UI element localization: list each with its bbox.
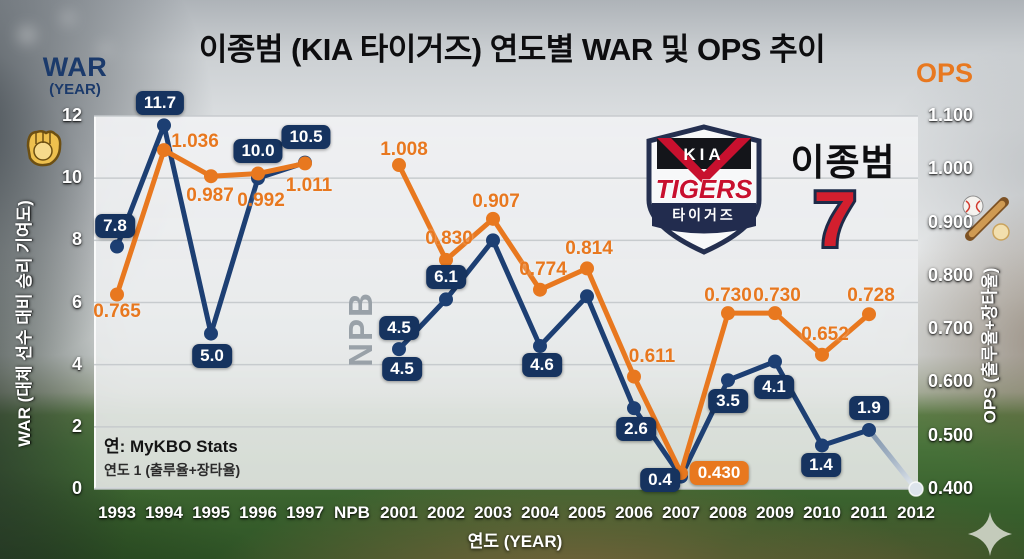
x-tick-2006: 2006 — [615, 503, 653, 522]
x-axis-title: 연도 (YEAR) — [467, 532, 563, 551]
y-tick-war-12: 12 — [61, 105, 82, 125]
y-tick-war-4: 4 — [71, 353, 82, 374]
stadium-light — [58, 8, 78, 28]
y-tick-ops-0.500: 0.500 — [928, 424, 974, 445]
source-line-1: 연: MyKBO Stats — [104, 437, 238, 456]
x-tick-2004: 2004 — [521, 503, 559, 522]
logo-tigers-text: TIGERS — [656, 174, 753, 204]
x-tick-2010: 2010 — [803, 503, 841, 522]
x-tick-1993: 1993 — [98, 503, 136, 522]
x-tick-1997: 1997 — [286, 503, 324, 522]
x-tick-NPB: NPB — [334, 503, 370, 522]
source-line-2: 연도 1 (출루율+장타율) — [104, 462, 241, 478]
y-tick-ops-1.100: 1.100 — [928, 105, 974, 125]
x-tick-1995: 1995 — [192, 503, 230, 522]
page-title: 이종범 (KIA 타이거즈) 연도별 WAR 및 OPS 추이 — [198, 32, 826, 67]
war-axis-header: WAR (YEAR) — [38, 52, 112, 98]
svg-text:7: 7 — [813, 176, 856, 262]
ops-axis-header: OPS — [916, 58, 974, 88]
war-axis-subtitle: (YEAR) — [49, 81, 101, 98]
npb-watermark: NPB — [342, 291, 379, 367]
x-tick-2002: 2002 — [427, 503, 465, 522]
y-tick-war-2: 2 — [71, 415, 82, 436]
x-tick-1994: 1994 — [145, 503, 183, 522]
y-tick-ops-0.800: 0.800 — [928, 264, 974, 285]
y-tick-war-6: 6 — [71, 291, 82, 312]
x-tick-2003: 2003 — [474, 503, 512, 522]
logo-kia-text: KIA — [683, 145, 724, 164]
y-tick-ops-1.000: 1.000 — [928, 158, 974, 179]
player-name: 이종범 — [790, 142, 896, 183]
y-tick-ops-0.400: 0.400 — [928, 478, 974, 498]
x-tick-2011: 2011 — [850, 503, 888, 522]
x-tick-2001: 2001 — [380, 503, 418, 522]
player-number: 7 — [810, 176, 859, 262]
y-tick-war-8: 8 — [71, 229, 82, 250]
war-label-1994: 11.7 — [135, 91, 185, 116]
y-tick-war-10: 10 — [61, 167, 82, 188]
x-tick-2007: 2007 — [662, 503, 700, 522]
sparkle-icon — [968, 512, 1012, 556]
bat-and-ball-icon — [962, 195, 1010, 241]
kia-tigers-logo: KIA TIGERS 타이거즈 — [646, 124, 762, 255]
baseball-glove-icon — [26, 129, 62, 167]
y-tick-war-0: 0 — [71, 478, 82, 498]
source-block: 연: MyKBO Stats 연도 1 (출루율+장타율) — [104, 432, 240, 480]
y-tick-ops-0.600: 0.600 — [928, 371, 974, 392]
x-tick-1996: 1996 — [239, 503, 277, 522]
war-axis-title: WAR — [42, 52, 108, 82]
x-tick-2012: 2012 — [897, 503, 935, 522]
logo-korean-text: 타이거즈 — [672, 207, 736, 223]
y-tick-ops-0.700: 0.700 — [928, 318, 974, 339]
x-tick-2008: 2008 — [709, 503, 747, 522]
y-tick-ops-0.900: 0.900 — [928, 211, 974, 232]
x-tick-2005: 2005 — [568, 503, 606, 522]
x-tick-2009: 2009 — [756, 503, 794, 522]
stadium-light — [14, 22, 40, 48]
stadium-light — [96, 40, 114, 58]
